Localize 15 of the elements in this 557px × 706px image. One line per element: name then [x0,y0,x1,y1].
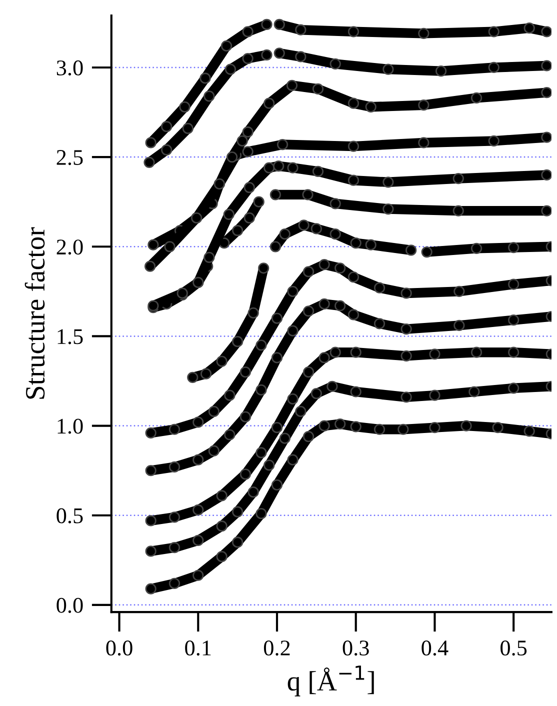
x-tick-label: 0.5 [500,640,527,656]
x-tick-label: 0.0 [106,640,132,656]
x-tick-label: 0.4 [422,640,448,656]
y-tick-label: 1.0 [58,418,83,434]
y-axis-title: Structure factor [24,227,45,399]
x-tick-label: 0.3 [342,640,369,656]
x-tick-label: 0.1 [185,640,211,656]
y-tick-label: 2.0 [56,240,83,255]
y-tick-label: 3.0 [56,60,83,76]
x-tick-label: 0.2 [264,640,290,656]
y-tick-label: 2.5 [56,150,83,166]
y-tick-label: 1.5 [58,329,83,344]
y-tick-label: 0.0 [56,598,83,613]
y-tick-label: 0.5 [56,508,83,524]
x-axis-title: q [Å$^{−1}$] [288,666,374,696]
